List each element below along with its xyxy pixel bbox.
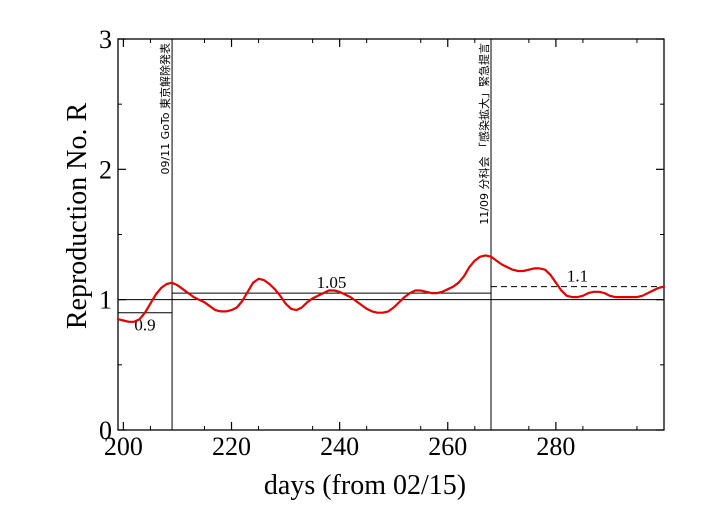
event-markers: 09/11 GoTo 東京解除発表 11/09 分科会 「感染拡大」緊急提言 xyxy=(158,39,492,430)
x-axis-label: days (from 02/15) xyxy=(264,470,466,501)
x-tick-label: 220 xyxy=(212,432,251,461)
plot-frame xyxy=(117,38,665,431)
y-tick-label: 2 xyxy=(99,155,112,184)
y-ticks: 0 1 2 3 xyxy=(99,25,664,445)
y-tick-label: 0 xyxy=(99,416,112,445)
x-tick-label: 280 xyxy=(536,432,575,461)
x-ticks: 200 220 240 260 280 xyxy=(104,39,638,461)
reference-line-label: 0.9 xyxy=(134,316,155,335)
x-tick-label: 260 xyxy=(428,432,467,461)
event-label: 09/11 GoTo 東京解除発表 xyxy=(158,43,172,175)
y-tick-label: 1 xyxy=(99,286,112,315)
y-tick-label: 3 xyxy=(99,25,112,54)
x-tick-label: 240 xyxy=(320,432,359,461)
series-group xyxy=(116,254,666,323)
y-axis-label: Reproduction No. R xyxy=(62,103,93,330)
series-line xyxy=(116,254,666,323)
reference-lines: 0.9 1.05 1.1 xyxy=(118,267,664,335)
event-label: 11/09 分科会 「感染拡大」緊急提言 xyxy=(477,43,491,225)
reference-line-label: 1.05 xyxy=(317,273,347,292)
reference-line-label: 1.1 xyxy=(567,267,588,286)
x-tick-label: 200 xyxy=(104,432,143,461)
